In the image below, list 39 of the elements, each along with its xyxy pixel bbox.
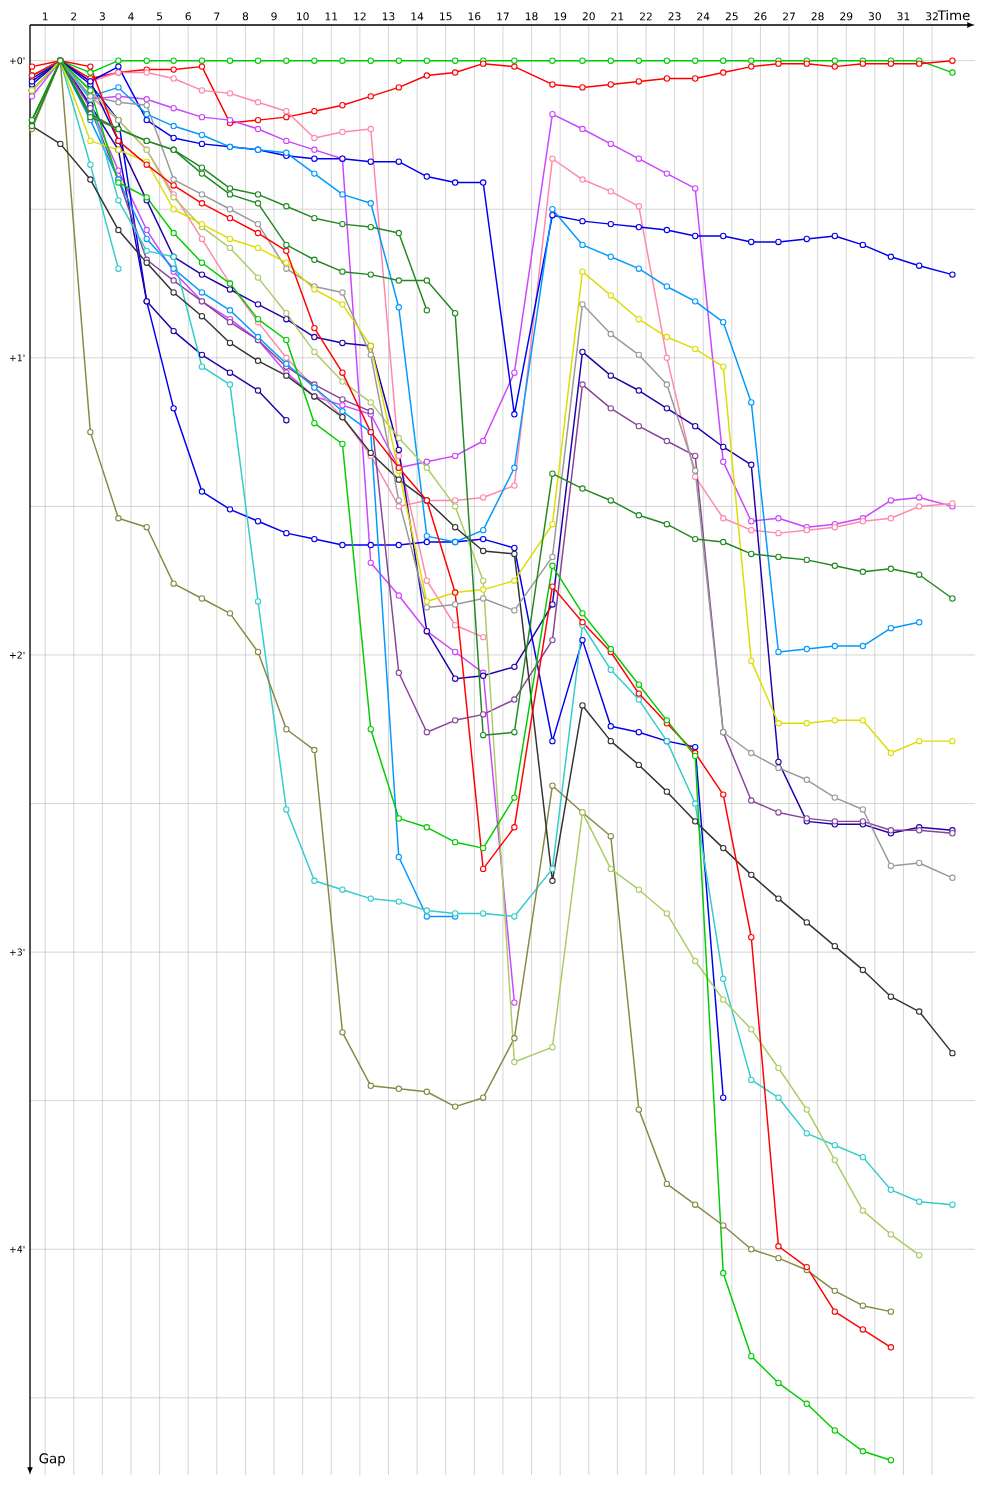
y-tick-label: +1' <box>9 354 25 362</box>
x-tick-label: 25 <box>725 12 738 21</box>
x-tick-label: 7 <box>214 12 220 21</box>
x-tick-label: 9 <box>271 12 277 21</box>
x-tick-label: 3 <box>99 12 105 21</box>
y-tick-label: +0' <box>9 57 25 65</box>
x-tick-label: 4 <box>128 12 134 21</box>
x-tick-label: 5 <box>157 12 163 21</box>
x-tick-label: 13 <box>382 12 395 21</box>
y-tick-label: +4' <box>9 1245 25 1253</box>
x-tick-label: 17 <box>497 12 509 21</box>
x-tick-label: 31 <box>897 12 910 21</box>
x-tick-label: 30 <box>868 12 881 21</box>
x-tick-label: 22 <box>639 12 652 21</box>
x-tick-label: 14 <box>411 12 424 21</box>
x-tick-label: 27 <box>783 12 795 21</box>
x-tick-label: 26 <box>754 12 767 21</box>
y-tick-label: +2' <box>9 651 25 659</box>
x-tick-label: 1 <box>42 12 48 21</box>
x-tick-label: 8 <box>242 12 249 21</box>
x-tick-label: 23 <box>668 12 681 21</box>
x-tick-label: 21 <box>611 12 624 21</box>
x-tick-label: 24 <box>697 12 710 21</box>
x-tick-label: 2 <box>71 12 77 21</box>
x-tick-label: 28 <box>811 12 824 21</box>
x-tick-label: 32 <box>926 12 938 21</box>
x-tick-label: 29 <box>840 12 853 21</box>
x-tick-label: 16 <box>468 12 481 21</box>
x-tick-label: 11 <box>325 12 338 21</box>
y-tick-label: +3' <box>9 948 25 956</box>
x-tick-label: 15 <box>440 12 452 21</box>
x-tick-label: 20 <box>582 12 595 21</box>
x-tick-label: 12 <box>354 12 366 21</box>
x-tick-label: 18 <box>525 12 538 21</box>
x-tick-label: 6 <box>185 12 191 21</box>
x-tick-label: 19 <box>554 12 567 21</box>
x-axis-title: Time <box>937 9 970 21</box>
y-axis-title: Gap <box>39 1453 65 1467</box>
x-tick-label: 10 <box>297 12 309 21</box>
